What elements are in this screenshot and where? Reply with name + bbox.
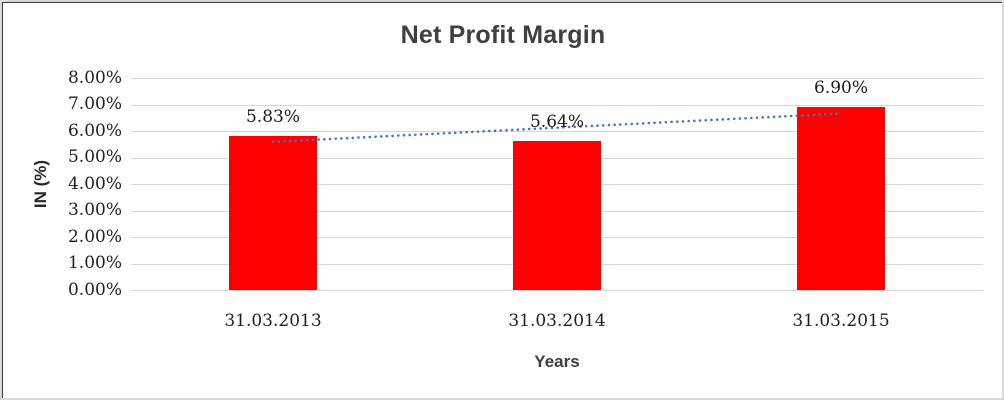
y-tick-label: 5.00%	[67, 147, 122, 167]
y-tick-label: 4.00%	[67, 173, 122, 194]
chart-title: Net Profit Margin	[400, 21, 606, 49]
bar-value-label: 5.64%	[529, 111, 584, 132]
gridline	[131, 290, 983, 291]
y-tick-label: 1.00%	[67, 253, 122, 273]
bar	[513, 140, 601, 290]
x-axis-title: Years	[534, 352, 580, 371]
trendline	[271, 112, 843, 144]
gridline	[131, 104, 983, 106]
y-tick-label: 2.00%	[67, 226, 122, 247]
bar-value-label: 5.83%	[245, 106, 300, 127]
bar-value-label: 6.90%	[813, 78, 868, 99]
y-tick-label: 6.00%	[67, 120, 122, 141]
gridline	[131, 131, 983, 132]
bar	[797, 107, 885, 290]
bar	[229, 135, 317, 290]
y-tick-label: 3.00%	[67, 200, 122, 220]
x-tick-label: 31.03.2014	[508, 311, 606, 331]
x-tick-label: 31.03.2013	[224, 311, 322, 331]
y-tick-label: 0.00%	[67, 279, 122, 300]
y-tick-label: 7.00%	[67, 94, 122, 114]
y-tick-label: 8.00%	[67, 67, 122, 88]
plot-area: 5.83% 5.64% 6.90%	[131, 78, 983, 291]
x-tick-label: 31.03.2015	[792, 311, 890, 331]
gridline	[131, 78, 983, 79]
